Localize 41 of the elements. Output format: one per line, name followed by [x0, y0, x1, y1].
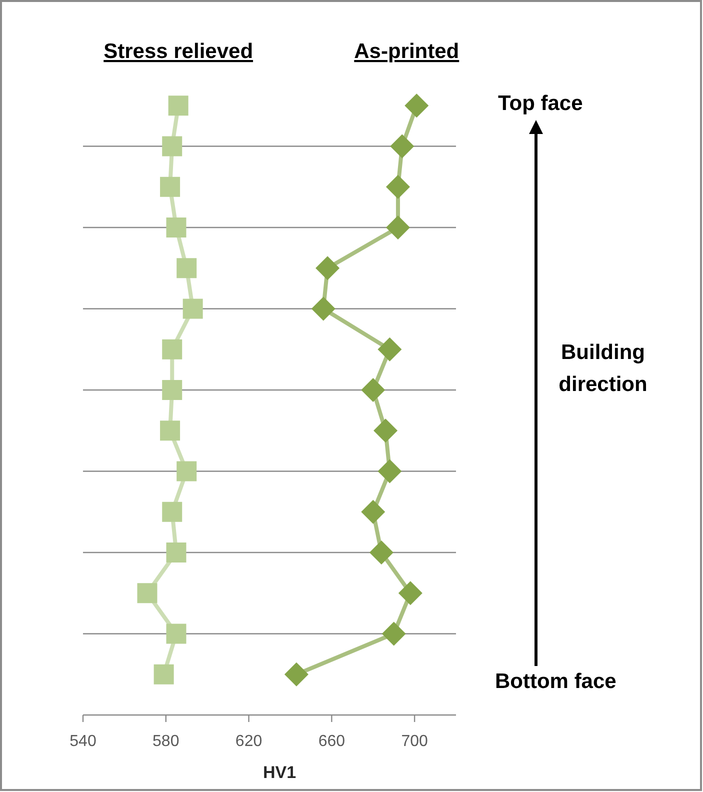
point [374, 418, 398, 443]
text: Top face [498, 92, 583, 115]
x-axis-title: HV1 [262, 763, 296, 782]
point [361, 378, 386, 402]
point [176, 461, 197, 482]
point [311, 296, 336, 321]
x-tick-label: 700 [401, 733, 428, 750]
text: Building direction [558, 340, 648, 396]
point [166, 218, 186, 238]
point [378, 337, 402, 362]
point [361, 500, 386, 524]
point [162, 339, 182, 360]
point [386, 216, 410, 240]
point [162, 136, 182, 156]
point [162, 380, 182, 400]
point [137, 583, 158, 604]
point [182, 298, 203, 319]
point [160, 420, 180, 441]
point [166, 542, 186, 562]
x-tick-label: 620 [235, 733, 262, 750]
x-tick-label: 660 [318, 733, 346, 750]
text: As-printed [354, 40, 460, 63]
point [316, 256, 340, 280]
text: Stress relieved [104, 40, 254, 63]
point [398, 581, 422, 606]
x-tick-label: 580 [152, 733, 180, 750]
point [166, 624, 186, 644]
point [404, 94, 429, 118]
point [168, 96, 188, 116]
point [386, 174, 410, 199]
point [160, 176, 180, 197]
point [378, 459, 402, 484]
point [162, 502, 182, 522]
point [284, 662, 308, 686]
x-tick-label: 540 [70, 733, 96, 750]
point [382, 622, 406, 646]
point [390, 134, 414, 158]
point [176, 258, 197, 278]
point [154, 664, 174, 684]
point [369, 540, 394, 564]
text: Bottom face [495, 670, 616, 693]
